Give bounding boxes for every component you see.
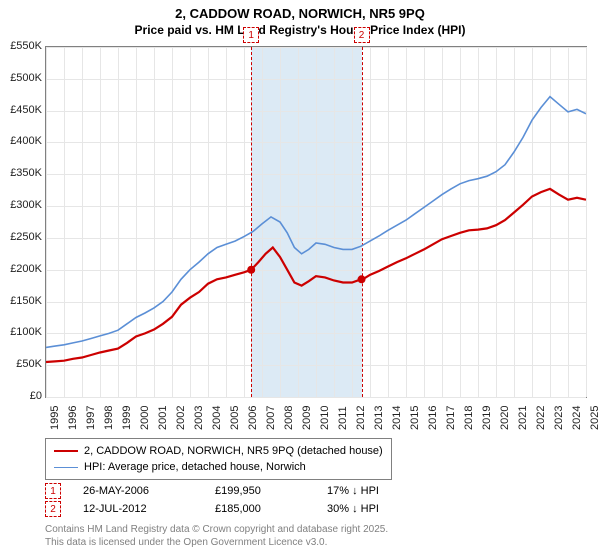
chart-title-line1: 2, CADDOW ROAD, NORWICH, NR5 9PQ bbox=[0, 0, 600, 23]
x-tick-label: 1995 bbox=[49, 406, 61, 430]
event-price: £199,950 bbox=[215, 485, 305, 497]
x-tick-label: 2007 bbox=[265, 406, 277, 430]
chart-svg bbox=[46, 47, 586, 397]
x-tick-label: 2016 bbox=[427, 406, 439, 430]
y-tick-label: £200K bbox=[0, 263, 42, 275]
y-tick-label: £150K bbox=[0, 295, 42, 307]
y-tick-label: £300K bbox=[0, 199, 42, 211]
y-tick-label: £550K bbox=[0, 40, 42, 52]
attribution: Contains HM Land Registry data © Crown c… bbox=[45, 524, 388, 549]
x-tick-label: 2017 bbox=[445, 406, 457, 430]
x-tick-label: 2005 bbox=[229, 406, 241, 430]
x-tick-label: 2006 bbox=[247, 406, 259, 430]
y-tick-label: £250K bbox=[0, 231, 42, 243]
legend-swatch bbox=[54, 467, 78, 468]
event-row: 1 26-MAY-2006 £199,950 17% ↓ HPI bbox=[45, 482, 379, 500]
event-price: £185,000 bbox=[215, 503, 305, 515]
legend-row: HPI: Average price, detached house, Norw… bbox=[54, 459, 383, 475]
x-tick-label: 2009 bbox=[301, 406, 313, 430]
y-tick-label: £100K bbox=[0, 326, 42, 338]
event-marker-label: 1 bbox=[243, 27, 259, 43]
series-property bbox=[46, 189, 586, 362]
x-tick-label: 2012 bbox=[355, 406, 367, 430]
x-tick-label: 2022 bbox=[535, 406, 547, 430]
x-tick-label: 2003 bbox=[193, 406, 205, 430]
x-tick-label: 1997 bbox=[85, 406, 97, 430]
x-tick-label: 1996 bbox=[67, 406, 79, 430]
events-table: 1 26-MAY-2006 £199,950 17% ↓ HPI 2 12-JUL-201… bbox=[45, 482, 379, 518]
x-tick-label: 2013 bbox=[373, 406, 385, 430]
event-number-box: 1 bbox=[45, 483, 61, 499]
y-tick-label: £450K bbox=[0, 104, 42, 116]
series-marker bbox=[358, 275, 366, 283]
y-tick-label: £0 bbox=[0, 390, 42, 402]
event-row: 2 12-JUL-2012 £185,000 30% ↓ HPI bbox=[45, 500, 379, 518]
x-tick-label: 1998 bbox=[103, 406, 115, 430]
y-tick-label: £350K bbox=[0, 167, 42, 179]
chart-title-line2: Price paid vs. HM Land Registry's House … bbox=[0, 23, 600, 41]
x-tick-label: 2000 bbox=[139, 406, 151, 430]
event-date: 12-JUL-2012 bbox=[83, 503, 193, 515]
x-tick-label: 2004 bbox=[211, 406, 223, 430]
legend-label: HPI: Average price, detached house, Norw… bbox=[84, 461, 306, 473]
attribution-line1: Contains HM Land Registry data © Crown c… bbox=[45, 524, 388, 537]
event-marker-label: 2 bbox=[354, 27, 370, 43]
x-tick-label: 2019 bbox=[481, 406, 493, 430]
x-tick-label: 2014 bbox=[391, 406, 403, 430]
legend-row: 2, CADDOW ROAD, NORWICH, NR5 9PQ (detach… bbox=[54, 443, 383, 459]
x-tick-label: 1999 bbox=[121, 406, 133, 430]
event-date: 26-MAY-2006 bbox=[83, 485, 193, 497]
x-tick-label: 2023 bbox=[553, 406, 565, 430]
legend: 2, CADDOW ROAD, NORWICH, NR5 9PQ (detach… bbox=[45, 438, 392, 480]
x-tick-label: 2010 bbox=[319, 406, 331, 430]
x-tick-label: 2020 bbox=[499, 406, 511, 430]
event-number-box: 2 bbox=[45, 501, 61, 517]
legend-swatch bbox=[54, 450, 78, 452]
x-tick-label: 2018 bbox=[463, 406, 475, 430]
event-delta: 30% ↓ HPI bbox=[327, 503, 379, 515]
x-tick-label: 2011 bbox=[337, 406, 349, 430]
x-tick-label: 2015 bbox=[409, 406, 421, 430]
series-marker bbox=[247, 266, 255, 274]
attribution-line2: This data is licensed under the Open Gov… bbox=[45, 537, 388, 550]
x-tick-label: 2021 bbox=[517, 406, 529, 430]
x-tick-label: 2008 bbox=[283, 406, 295, 430]
x-tick-label: 2024 bbox=[571, 406, 583, 430]
x-tick-label: 2001 bbox=[157, 406, 169, 430]
legend-label: 2, CADDOW ROAD, NORWICH, NR5 9PQ (detach… bbox=[84, 445, 383, 457]
y-tick-label: £500K bbox=[0, 72, 42, 84]
series-hpi bbox=[46, 97, 586, 348]
x-tick-label: 2002 bbox=[175, 406, 187, 430]
y-tick-label: £50K bbox=[0, 358, 42, 370]
y-tick-label: £400K bbox=[0, 135, 42, 147]
event-delta: 17% ↓ HPI bbox=[327, 485, 379, 497]
chart-plot-area: 12 bbox=[45, 46, 587, 398]
x-tick-label: 2025 bbox=[589, 406, 600, 430]
